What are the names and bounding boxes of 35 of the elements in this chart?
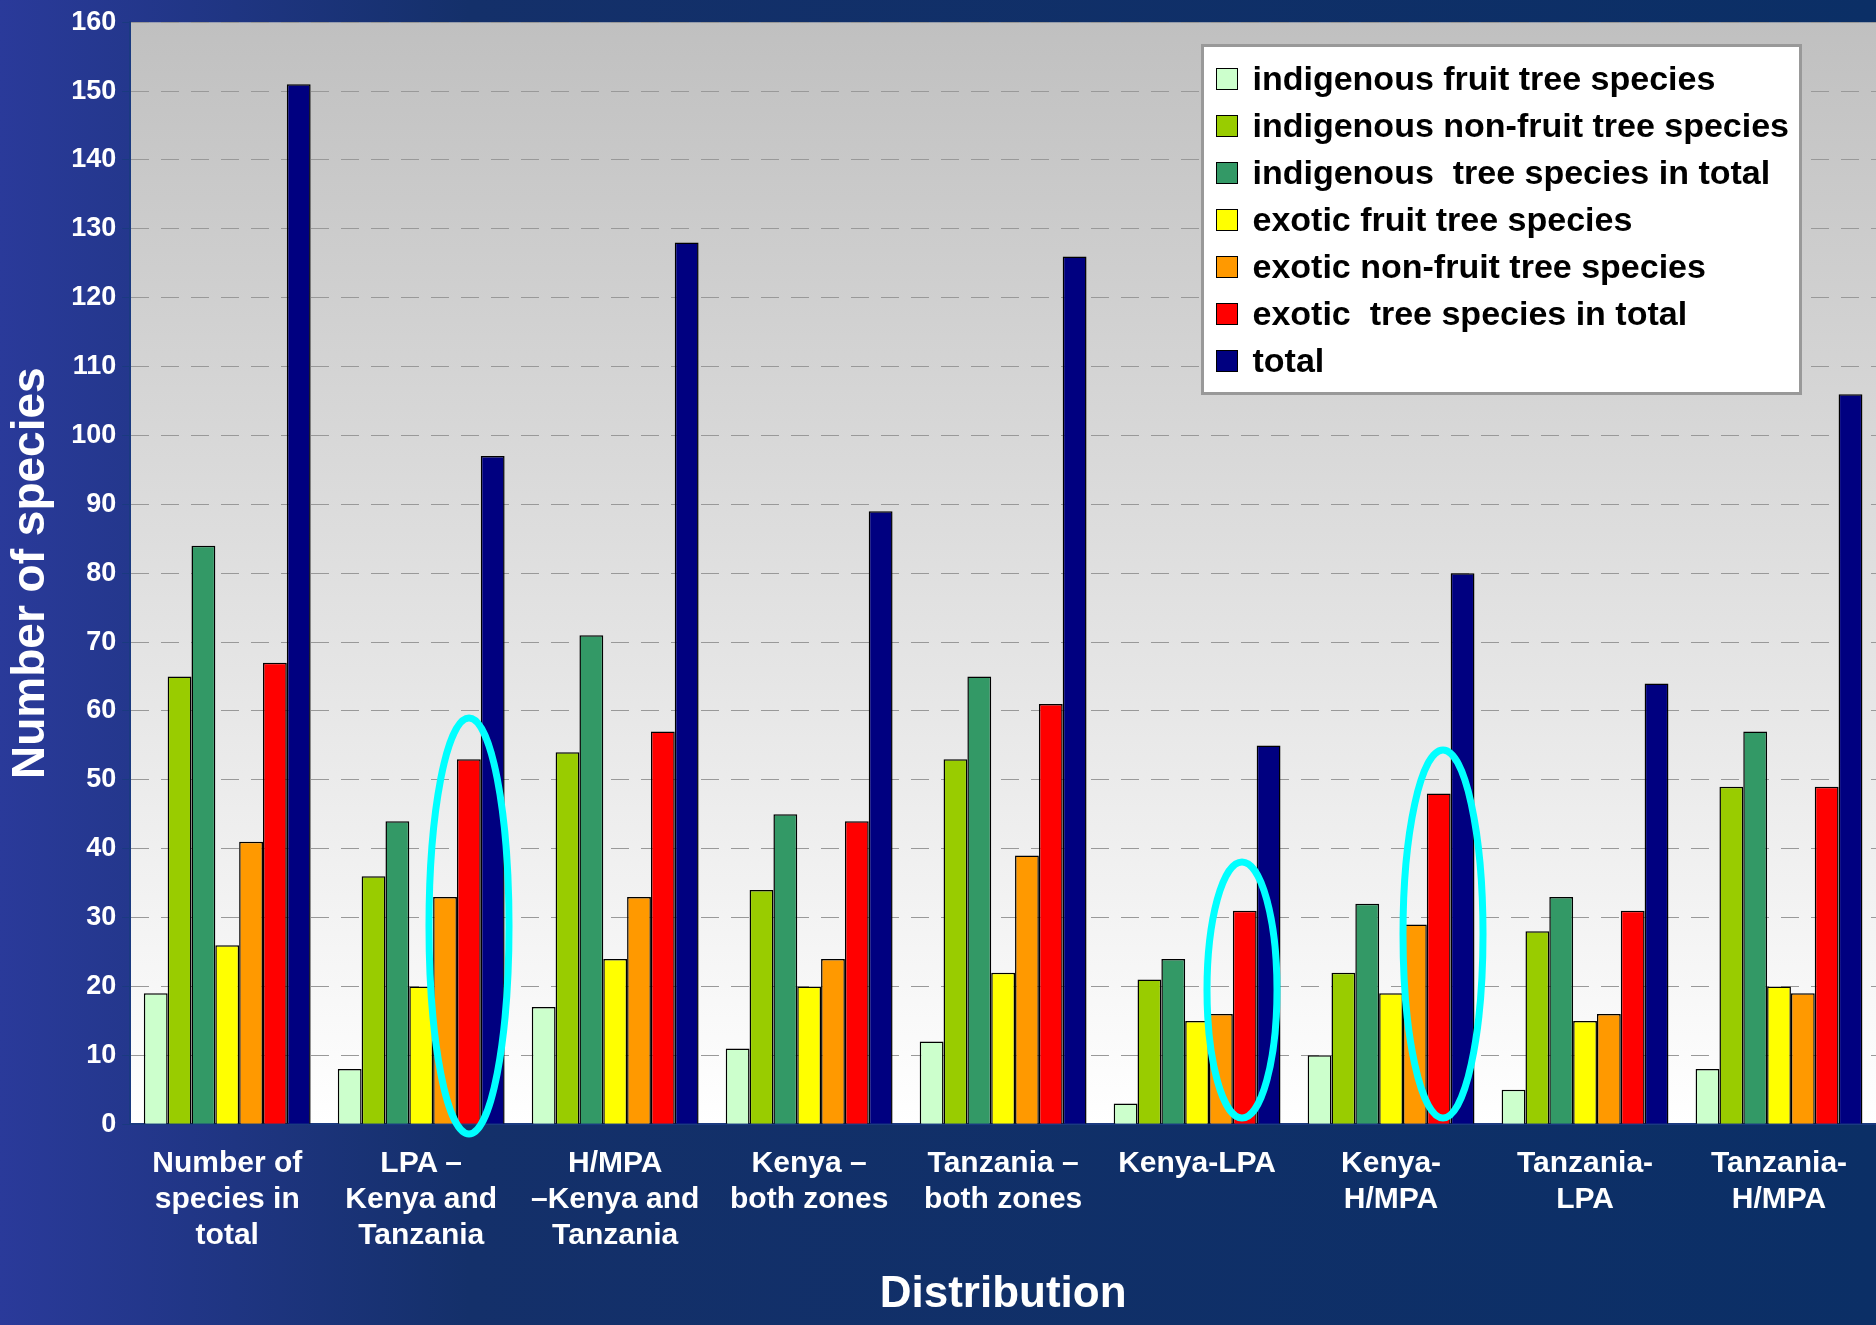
y-tick-label: 120 bbox=[71, 281, 117, 312]
y-tick-label: 160 bbox=[71, 5, 117, 36]
legend-label: exotic non-fruit tree species bbox=[1252, 246, 1706, 288]
x-tick-label: H/MPA –Kenya and Tanzania bbox=[530, 1145, 700, 1251]
x-tick-label: Kenya – both zones bbox=[729, 1145, 889, 1215]
y-axis-title: Number of species bbox=[2, 367, 55, 779]
x-tick-label: LPA – Kenya and Tanzania bbox=[345, 1145, 498, 1251]
y-tick-label: 40 bbox=[86, 832, 117, 863]
y-tick-label: 0 bbox=[101, 1107, 117, 1138]
x-tick-label: Tanzania-LPA bbox=[1516, 1145, 1654, 1215]
y-tick-label: 30 bbox=[86, 901, 117, 932]
legend-label: total bbox=[1252, 340, 1325, 382]
y-tick-label: 90 bbox=[86, 487, 117, 518]
y-tick-label: 10 bbox=[86, 1038, 117, 1069]
y-tick-label: 20 bbox=[86, 969, 117, 1000]
y-tick-label: 60 bbox=[86, 694, 117, 725]
y-tick-label: 100 bbox=[71, 418, 117, 449]
x-axis-title: Distribution bbox=[879, 1266, 1127, 1316]
legend-label: indigenous non-fruit tree species bbox=[1252, 105, 1789, 147]
y-tick-label: 130 bbox=[71, 212, 117, 243]
y-tick-label: 110 bbox=[72, 350, 117, 381]
legend-label: indigenous tree species in total bbox=[1252, 152, 1771, 194]
legend-label: exotic tree species in total bbox=[1252, 293, 1688, 335]
x-tick-label: Number of species in total bbox=[152, 1145, 304, 1251]
x-tick-label: Tanzania – both zones bbox=[923, 1145, 1083, 1215]
y-tick-label: 50 bbox=[86, 763, 117, 794]
x-tick-label: Tanzania-H/MPA bbox=[1710, 1145, 1848, 1215]
x-tick-label: Kenya-H/MPA bbox=[1341, 1145, 1442, 1215]
y-tick-label: 140 bbox=[71, 143, 117, 174]
legend-label: indigenous fruit tree species bbox=[1252, 58, 1716, 100]
legend-label: exotic fruit tree species bbox=[1252, 199, 1633, 241]
y-tick-label: 80 bbox=[86, 556, 117, 587]
y-tick-label: 70 bbox=[86, 625, 117, 656]
x-tick-label: Kenya-LPA bbox=[1118, 1145, 1276, 1179]
y-tick-label: 150 bbox=[71, 74, 117, 105]
